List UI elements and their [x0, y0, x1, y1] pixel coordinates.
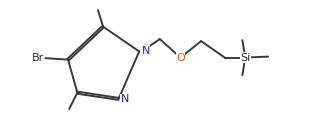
- Text: N: N: [142, 46, 150, 56]
- Text: Si: Si: [240, 53, 250, 63]
- Text: Br: Br: [32, 53, 44, 63]
- Text: O: O: [176, 53, 185, 63]
- Text: N: N: [121, 94, 129, 104]
